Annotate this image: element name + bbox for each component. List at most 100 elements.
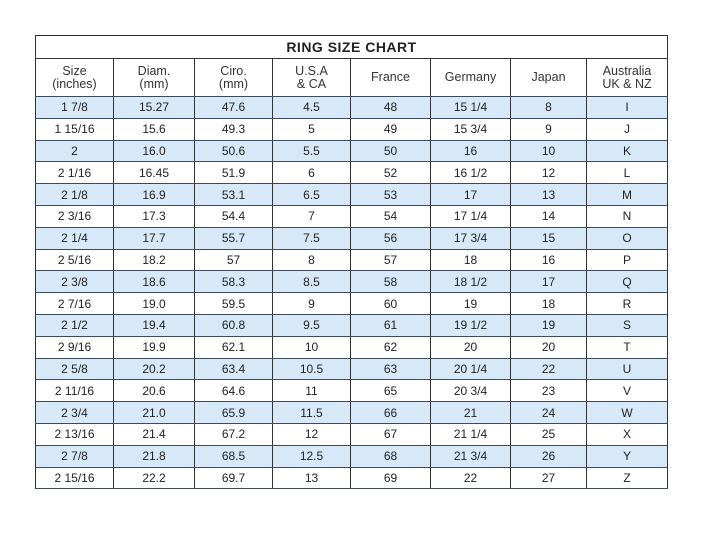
cell-germany: 18 1/2 (430, 270, 511, 294)
cell-size-inches: 1 15/16 (35, 118, 114, 141)
cell-diameter-mm: 21.4 (113, 423, 195, 446)
cell-circumference-mm: 62.1 (194, 336, 273, 359)
cell-france: 63 (350, 358, 431, 381)
table-row: 2 11/16 20.6 64.6 11 65 20 3/4 23 V (35, 379, 669, 403)
cell-diameter-mm: 21.0 (113, 401, 195, 424)
table-row: 1 15/16 15.6 49.3 5 49 15 3/4 9 J (35, 118, 669, 141)
cell-australia-uk-nz: P (585, 249, 669, 272)
cell-france: 57 (350, 249, 431, 272)
column-header-line: France (371, 70, 410, 84)
cell-japan: 20 (510, 336, 587, 359)
cell-australia-uk-nz: V (585, 379, 669, 403)
cell-germany: 22 (430, 467, 511, 490)
cell-size-inches: 2 7/16 (35, 292, 114, 315)
cell-japan: 13 (510, 183, 587, 206)
cell-japan: 22 (510, 358, 587, 381)
cell-germany: 17 (430, 183, 511, 206)
cell-diameter-mm: 15.6 (113, 118, 195, 141)
column-header-line: Ciro. (220, 63, 247, 78)
cell-diameter-mm: 17.3 (113, 205, 195, 228)
cell-france: 69 (350, 467, 431, 490)
cell-germany: 20 1/4 (430, 358, 511, 381)
cell-france: 65 (350, 379, 431, 403)
column-header-usa-ca: U.S.A & CA (272, 58, 351, 97)
cell-australia-uk-nz: M (585, 183, 669, 206)
cell-diameter-mm: 18.6 (113, 270, 195, 294)
cell-usa-ca: 5 (272, 118, 351, 141)
cell-circumference-mm: 67.2 (194, 423, 273, 446)
table-row: 2 3/16 17.3 54.4 7 54 17 1/4 14 N (35, 205, 669, 228)
cell-germany: 19 (430, 292, 511, 315)
column-header-line: & CA (296, 76, 327, 91)
cell-australia-uk-nz: O (585, 227, 669, 250)
cell-france: 67 (350, 423, 431, 446)
cell-size-inches: 2 11/16 (35, 379, 114, 403)
table-row: 2 15/16 22.2 69.7 13 69 22 27 Z (35, 467, 669, 490)
column-header-diameter-mm: Diam. (mm) (113, 58, 195, 97)
cell-france: 62 (350, 336, 431, 359)
table-row: 2 16.0 50.6 5.5 50 16 10 K (35, 140, 669, 163)
column-header-germany: Germany (430, 58, 511, 97)
cell-circumference-mm: 69.7 (194, 467, 273, 490)
cell-diameter-mm: 20.2 (113, 358, 195, 381)
cell-france: 54 (350, 205, 431, 228)
table-row: 2 1/2 19.4 60.8 9.5 61 19 1/2 19 S (35, 314, 669, 337)
cell-japan: 12 (510, 161, 587, 185)
cell-france: 52 (350, 161, 431, 185)
cell-diameter-mm: 18.2 (113, 249, 195, 272)
cell-france: 66 (350, 401, 431, 424)
cell-diameter-mm: 21.8 (113, 445, 195, 468)
cell-diameter-mm: 19.4 (113, 314, 195, 337)
cell-diameter-mm: 16.45 (113, 161, 195, 185)
cell-japan: 19 (510, 314, 587, 337)
cell-japan: 17 (510, 270, 587, 294)
cell-australia-uk-nz: N (585, 205, 669, 228)
cell-australia-uk-nz: T (585, 336, 669, 359)
cell-usa-ca: 12.5 (272, 445, 351, 468)
column-header-line: Australia (602, 63, 652, 78)
cell-size-inches: 2 9/16 (35, 336, 114, 359)
cell-usa-ca: 6.5 (272, 183, 351, 206)
cell-japan: 9 (510, 118, 587, 141)
column-header-line: (mm) (218, 76, 249, 91)
cell-australia-uk-nz: U (585, 358, 669, 381)
cell-usa-ca: 7.5 (272, 227, 351, 250)
column-header-line: Germany (444, 70, 497, 84)
cell-germany: 15 3/4 (430, 118, 511, 141)
cell-australia-uk-nz: S (585, 314, 669, 337)
cell-germany: 21 (430, 401, 511, 424)
cell-circumference-mm: 54.4 (194, 205, 273, 228)
cell-france: 53 (350, 183, 431, 206)
cell-australia-uk-nz: R (585, 292, 669, 315)
cell-size-inches: 2 5/8 (35, 358, 114, 381)
table-row: 1 7/8 15.27 47.6 4.5 48 15 1/4 8 I (35, 96, 669, 119)
table-row: 2 7/8 21.8 68.5 12.5 68 21 3/4 26 Y (35, 445, 669, 468)
cell-france: 48 (350, 96, 431, 119)
table-row: 2 1/4 17.7 55.7 7.5 56 17 3/4 15 O (35, 227, 669, 250)
cell-size-inches: 2 3/16 (35, 205, 114, 228)
cell-usa-ca: 9 (272, 292, 351, 315)
table-row: 2 5/8 20.2 63.4 10.5 63 20 1/4 22 U (35, 358, 669, 381)
cell-diameter-mm: 16.0 (113, 140, 195, 163)
cell-circumference-mm: 68.5 (194, 445, 273, 468)
cell-usa-ca: 11.5 (272, 401, 351, 424)
cell-japan: 24 (510, 401, 587, 424)
cell-circumference-mm: 51.9 (194, 161, 273, 185)
cell-diameter-mm: 20.6 (113, 379, 195, 403)
table-row: 2 1/16 16.45 51.9 6 52 16 1/2 12 L (35, 161, 669, 185)
cell-usa-ca: 7 (272, 205, 351, 228)
cell-size-inches: 2 1/16 (35, 161, 114, 185)
cell-usa-ca: 8.5 (272, 270, 351, 294)
column-header-line: (inches) (52, 76, 97, 91)
cell-usa-ca: 8 (272, 249, 351, 272)
cell-germany: 16 (430, 140, 511, 163)
cell-circumference-mm: 55.7 (194, 227, 273, 250)
cell-circumference-mm: 60.8 (194, 314, 273, 337)
cell-usa-ca: 6 (272, 161, 351, 185)
cell-circumference-mm: 57 (194, 249, 273, 272)
cell-japan: 15 (510, 227, 587, 250)
cell-usa-ca: 10 (272, 336, 351, 359)
cell-france: 56 (350, 227, 431, 250)
cell-germany: 17 1/4 (430, 205, 511, 228)
column-header-line: Diam. (137, 63, 171, 78)
